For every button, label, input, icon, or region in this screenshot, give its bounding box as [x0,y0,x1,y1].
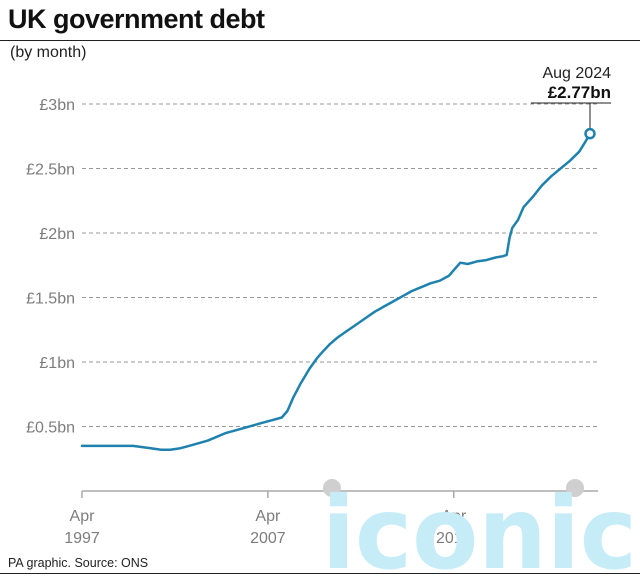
chart-subtitle: (by month) [10,44,87,61]
footer-divider [0,573,640,574]
annotation-date: Aug 2024 [542,65,611,82]
y-tick-label: £1.5bn [26,291,75,308]
x-tick-label: Apr [70,508,96,525]
chart-title: UK government debt [8,4,265,34]
gridlines [82,103,598,427]
x-tick-label: Apr [255,508,281,525]
annotation-value: £2.77bn [548,83,611,102]
latest-point-marker [584,127,596,140]
series-line-0 [80,132,592,451]
source-note: PA graphic. Source: ONS [8,556,149,570]
latest-value-annotation: Aug 2024£2.77bn [531,65,611,140]
series-layer [80,132,592,451]
y-tick-label: £0.5bn [26,420,75,437]
watermark-text: iconic [322,478,637,574]
y-tick-label: £2.5bn [26,162,75,179]
watermark-dot-left [323,479,341,497]
x-tick-label: 2007 [250,530,286,547]
iconic-watermark: iconic [322,478,637,574]
x-axis-ticks: Apr 1997 Apr 2007 Apr 2017 [64,491,472,547]
x-tick-label: 2017 [436,530,472,547]
y-tick-label: £1bn [39,355,75,372]
y-tick-label: £3bn [39,97,75,114]
title-divider [0,40,640,41]
x-tick-label: Apr [441,508,467,525]
watermark-dot-right [566,479,584,497]
x-tick-label: 1997 [64,530,100,547]
y-tick-label: £2bn [39,226,75,243]
y-axis-tick-labels: £0.5bn £1bn £1.5bn £2bn £2.5bn £3bn [26,97,75,437]
